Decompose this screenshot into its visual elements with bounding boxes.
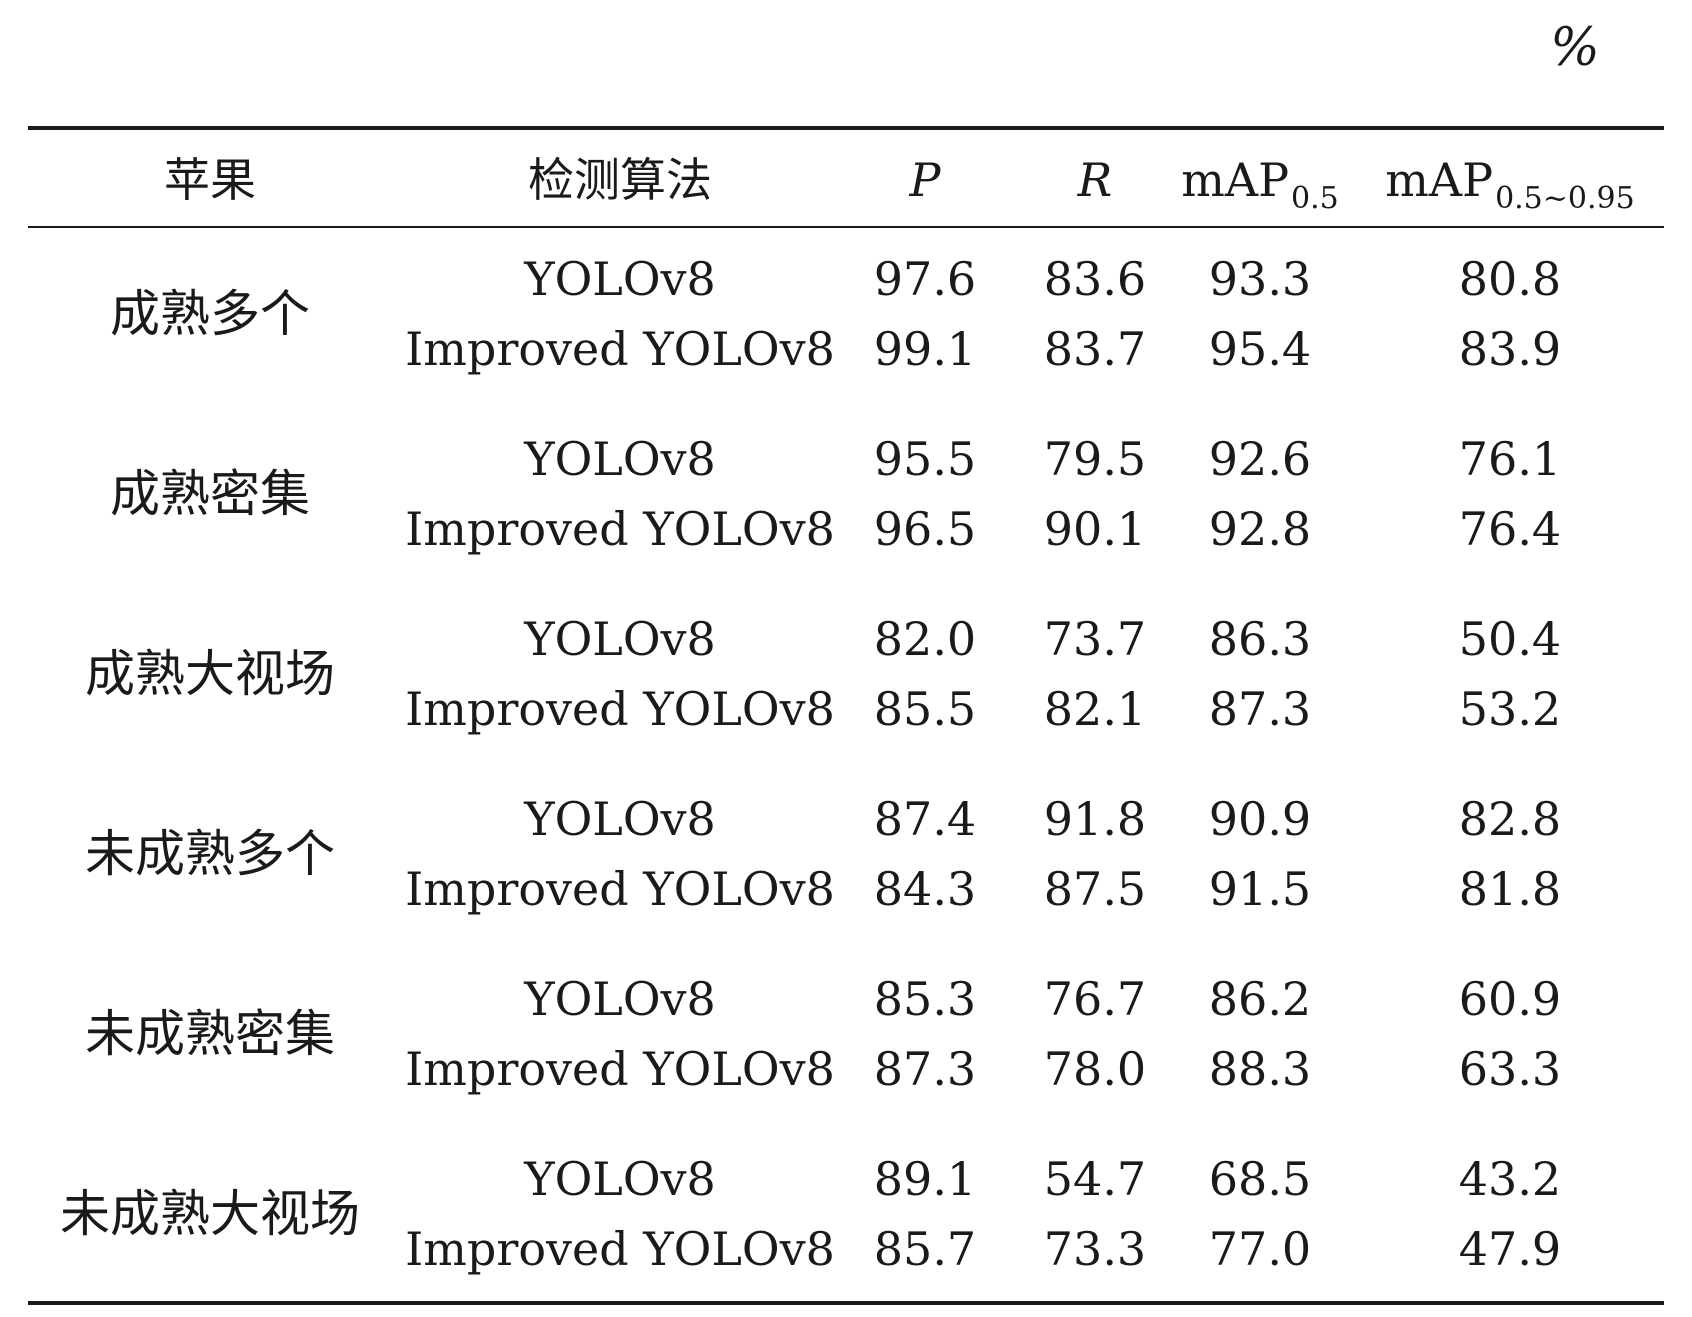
algorithm-cell: YOLOv8 [524,612,716,666]
header-map-0-5-0-95: mAP0.5~0.95 [1360,140,1660,220]
table-header-rule [28,226,1664,228]
map-0-5-0-95-cell: 63.3 [1458,1042,1562,1096]
map-0-5-cell: 68.5 [1208,1152,1312,1206]
header-apple: 苹果 [164,153,256,207]
table-row: Improved YOLOv8 85.7 73.3 77.0 47.9 [0,1214,1692,1284]
map-0-5-cell: 92.6 [1208,432,1312,486]
recall-cell: 73.3 [1043,1222,1147,1276]
algorithm-cell: YOLOv8 [524,792,716,846]
recall-cell: 79.5 [1043,432,1147,486]
table-row: Improved YOLOv8 96.5 90.1 92.8 76.4 [0,494,1692,564]
algorithm-cell: YOLOv8 [524,252,716,306]
table-row: YOLOv8 89.1 54.7 68.5 43.2 [0,1144,1692,1214]
precision-cell: 82.0 [873,612,977,666]
algorithm-cell: YOLOv8 [524,972,716,1026]
map-0-5-0-95-cell: 82.8 [1458,792,1562,846]
algorithm-cell: YOLOv8 [524,432,716,486]
precision-cell: 87.4 [873,792,977,846]
recall-cell: 83.7 [1043,322,1147,376]
unit-label: % [1550,18,1600,78]
apple-category: 成熟大视场 [85,645,335,703]
precision-cell: 89.1 [873,1152,977,1206]
map-0-5-0-95-cell: 47.9 [1458,1222,1562,1276]
precision-cell: 87.3 [873,1042,977,1096]
recall-cell: 73.7 [1043,612,1147,666]
precision-cell: 97.6 [873,252,977,306]
map-0-5-0-95-cell: 43.2 [1458,1152,1562,1206]
table-row: YOLOv8 95.5 79.5 92.6 76.1 [0,424,1692,494]
map-0-5-0-95-cell: 76.4 [1458,502,1562,556]
map-0-5-cell: 90.9 [1208,792,1312,846]
table-group: 未成熟大视场 YOLOv8 89.1 54.7 68.5 43.2 Improv… [0,1144,1692,1284]
table-group: 成熟大视场 YOLOv8 82.0 73.7 86.3 50.4 Improve… [0,604,1692,744]
map-0-5-cell: 91.5 [1208,862,1312,916]
recall-cell: 76.7 [1043,972,1147,1026]
map-0-5-cell: 88.3 [1208,1042,1312,1096]
header-algorithm: 检测算法 [528,153,712,207]
recall-cell: 90.1 [1043,502,1147,556]
algorithm-cell: Improved YOLOv8 [405,862,835,916]
table-group: 未成熟多个 YOLOv8 87.4 91.8 90.9 82.8 Improve… [0,784,1692,924]
precision-cell: 95.5 [873,432,977,486]
map-0-5-0-95-cell: 76.1 [1458,432,1562,486]
table-row: Improved YOLOv8 85.5 82.1 87.3 53.2 [0,674,1692,744]
recall-cell: 87.5 [1043,862,1147,916]
recall-cell: 78.0 [1043,1042,1147,1096]
table-row: YOLOv8 87.4 91.8 90.9 82.8 [0,784,1692,854]
header-precision: P [909,153,941,207]
map-0-5-cell: 92.8 [1208,502,1312,556]
precision-cell: 85.3 [873,972,977,1026]
table-row: Improved YOLOv8 87.3 78.0 88.3 63.3 [0,1034,1692,1104]
map-0-5-cell: 93.3 [1208,252,1312,306]
map-0-5-cell: 86.2 [1208,972,1312,1026]
apple-category: 未成熟多个 [85,825,335,883]
algorithm-cell: Improved YOLOv8 [405,1222,835,1276]
apple-category: 未成熟密集 [85,1005,335,1063]
table-group: 成熟多个 YOLOv8 97.6 83.6 93.3 80.8 Improved… [0,244,1692,384]
table-header: 苹果 检测算法 P R mAP0.5 mAP0.5~0.95 [0,140,1692,220]
map-0-5-0-95-cell: 53.2 [1458,682,1562,736]
recall-cell: 83.6 [1043,252,1147,306]
apple-category: 成熟多个 [110,285,310,343]
header-map-0-5-0-95-sub: 0.5~0.95 [1495,181,1635,216]
table-row: YOLOv8 85.3 76.7 86.2 60.9 [0,964,1692,1034]
precision-cell: 96.5 [873,502,977,556]
algorithm-cell: Improved YOLOv8 [405,502,835,556]
header-map-0-5-sub: 0.5 [1291,181,1339,216]
header-map-0-5-main: mAP [1181,153,1290,207]
map-0-5-0-95-cell: 83.9 [1458,322,1562,376]
table-group: 成熟密集 YOLOv8 95.5 79.5 92.6 76.1 Improved… [0,424,1692,564]
table-row: Improved YOLOv8 84.3 87.5 91.5 81.8 [0,854,1692,924]
apple-category: 成熟密集 [110,465,310,523]
precision-cell: 85.7 [873,1222,977,1276]
algorithm-cell: Improved YOLOv8 [405,322,835,376]
table-row: YOLOv8 97.6 83.6 93.3 80.8 [0,244,1692,314]
map-0-5-cell: 95.4 [1208,322,1312,376]
table-bottom-rule [28,1301,1664,1305]
algorithm-cell: Improved YOLOv8 [405,1042,835,1096]
map-0-5-cell: 86.3 [1208,612,1312,666]
table-row: Improved YOLOv8 99.1 83.7 95.4 83.9 [0,314,1692,384]
precision-cell: 99.1 [873,322,977,376]
precision-cell: 84.3 [873,862,977,916]
map-0-5-0-95-cell: 60.9 [1458,972,1562,1026]
map-0-5-cell: 77.0 [1208,1222,1312,1276]
map-0-5-0-95-cell: 81.8 [1458,862,1562,916]
algorithm-cell: YOLOv8 [524,1152,716,1206]
recall-cell: 91.8 [1043,792,1147,846]
recall-cell: 54.7 [1043,1152,1147,1206]
table-group: 未成熟密集 YOLOv8 85.3 76.7 86.2 60.9 Improve… [0,964,1692,1104]
header-recall: R [1077,153,1113,207]
recall-cell: 82.1 [1043,682,1147,736]
algorithm-cell: Improved YOLOv8 [405,682,835,736]
header-map-0-5: mAP0.5 [1160,140,1360,220]
apple-category: 未成熟大视场 [60,1185,360,1243]
map-0-5-cell: 87.3 [1208,682,1312,736]
map-0-5-0-95-cell: 50.4 [1458,612,1562,666]
table-top-rule [28,126,1664,130]
map-0-5-0-95-cell: 80.8 [1458,252,1562,306]
header-map-0-5-0-95-main: mAP [1385,153,1494,207]
table-row: YOLOv8 82.0 73.7 86.3 50.4 [0,604,1692,674]
precision-cell: 85.5 [873,682,977,736]
